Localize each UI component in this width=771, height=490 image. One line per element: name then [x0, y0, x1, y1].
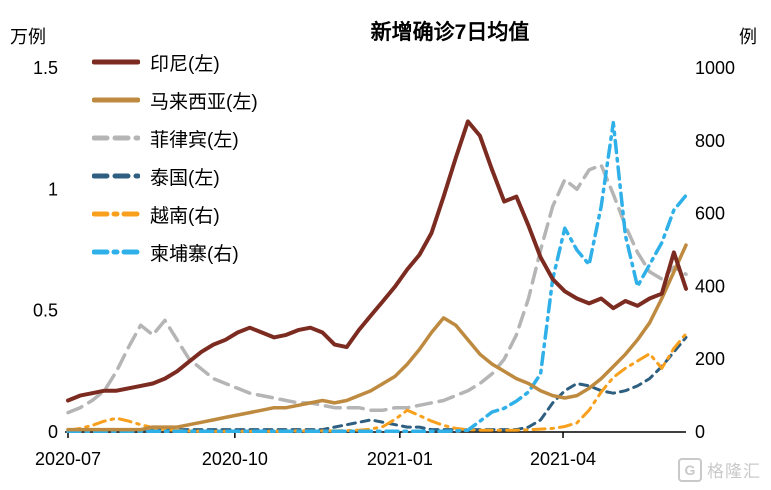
- legend-label: 越南(右): [150, 205, 220, 227]
- left-y-tick-label: 1.5: [33, 58, 58, 78]
- legend-item-2: 菲律宾(左): [92, 126, 258, 151]
- legend-swatch-icon: [92, 249, 140, 255]
- right-y-tick-label: 600: [695, 204, 725, 224]
- x-tick-label: 2020-07: [35, 449, 101, 469]
- legend-item-0: 印尼(左): [92, 50, 258, 75]
- left-y-tick-label: 0: [48, 422, 58, 442]
- legend-item-3: 泰国(左): [92, 164, 258, 189]
- gelonghui-logo-icon: G: [678, 457, 702, 482]
- series-line-5: [66, 120, 688, 434]
- legend-swatch-icon: [92, 173, 140, 179]
- legend-label: 泰国(左): [150, 167, 220, 189]
- series-line-2: [66, 163, 688, 415]
- chart-title: 新增确诊7日均值: [370, 21, 530, 44]
- legend-label: 柬埔寨(右): [150, 243, 239, 265]
- watermark: G 格隆汇: [678, 457, 761, 482]
- right-y-tick-label: 0: [695, 422, 705, 442]
- legend-label: 马来西亚(左): [150, 91, 258, 113]
- right-y-tick-label: 400: [695, 276, 725, 296]
- x-tick-label: 2020-10: [202, 449, 268, 469]
- left-axis-unit-label: 万例: [10, 27, 46, 47]
- right-y-tick-label: 200: [695, 349, 725, 369]
- legend-swatch-icon: [92, 211, 140, 217]
- legend-swatch-icon: [92, 135, 140, 141]
- watermark-text: 格隆汇: [707, 462, 761, 481]
- legend-item-1: 马来西亚(左): [92, 88, 258, 113]
- series-line-1: [66, 243, 688, 432]
- series-line-4: [66, 332, 688, 433]
- legend-item-4: 越南(右): [92, 202, 258, 227]
- legend-swatch-icon: [92, 97, 140, 103]
- right-axis-unit-label: 例: [739, 27, 757, 47]
- x-tick-label: 2021-01: [367, 449, 433, 469]
- x-tick-label: 2021-04: [530, 449, 596, 469]
- legend-swatch-icon: [92, 59, 140, 65]
- right-y-tick-label: 800: [695, 131, 725, 151]
- series-line-0: [66, 119, 688, 403]
- legend-label: 印尼(左): [150, 53, 220, 75]
- legend-item-5: 柬埔寨(右): [92, 240, 258, 265]
- legend: 印尼(左) 马来西亚(左) 菲律宾(左) 泰国(左) 越南(右) 柬埔寨(右): [92, 50, 258, 265]
- left-y-tick-label: 0.5: [33, 301, 58, 321]
- left-y-tick-label: 1: [48, 179, 58, 199]
- legend-label: 菲律宾(左): [150, 129, 239, 151]
- right-y-tick-label: 1000: [695, 58, 735, 78]
